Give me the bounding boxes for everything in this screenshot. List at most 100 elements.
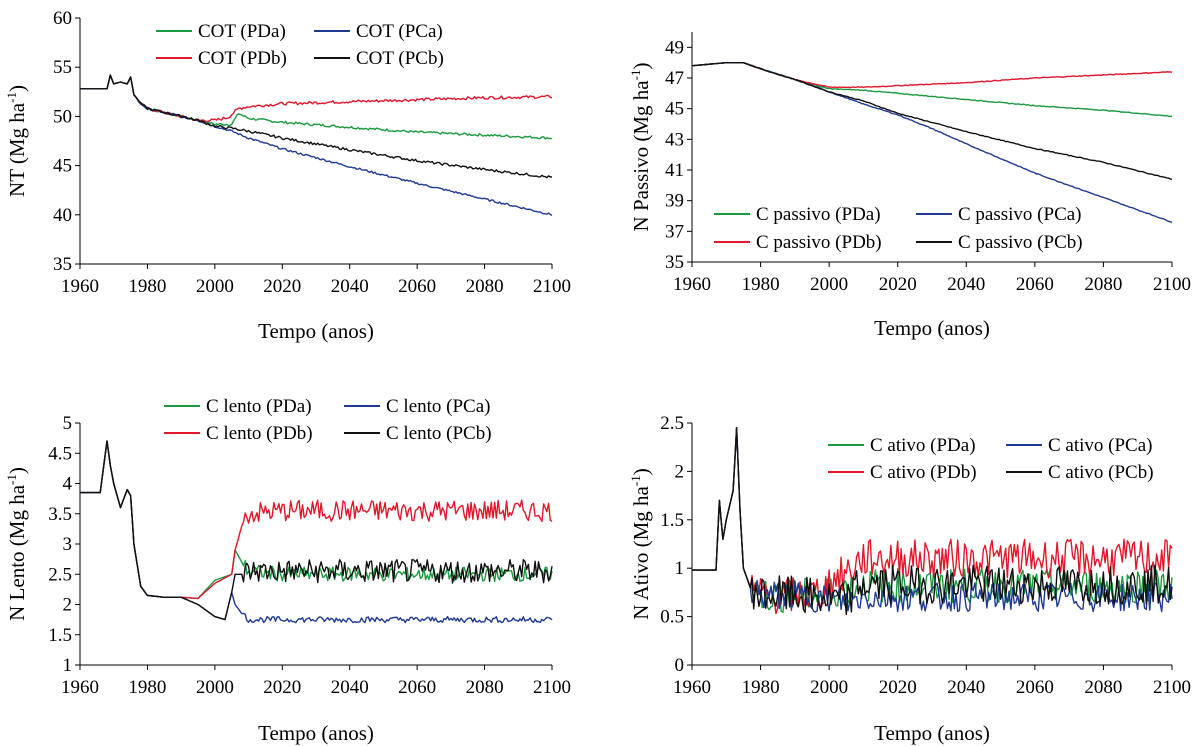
x-tick-label: 2040	[947, 274, 985, 295]
x-tick-label: 2020	[263, 677, 301, 698]
series-line-PCb	[80, 440, 553, 621]
chart-panel-4: 1960 1980 2000 2020 2040 2060 2080 2100 0 0.5 1 1.5…	[628, 413, 1191, 745]
y-axis-label: N Lento (Mg ha-1)	[4, 467, 29, 621]
series-line-PCa	[692, 427, 1173, 613]
chart-panel-3: 1960 1980 2000 2020 2040 2060 2080 2100 1 1.5 2 2.5…	[4, 396, 571, 745]
x-tick-label: 1960	[61, 276, 99, 297]
x-tick-label: 2040	[331, 677, 369, 698]
y-tick-label: 5	[63, 413, 73, 434]
legend-label-PDa: COT (PDa)	[198, 21, 286, 42]
x-tick-label: 2020	[879, 677, 917, 698]
x-tick-label: 2100	[1153, 274, 1191, 295]
legend: C lento (PDa) C lento (PCa) C lento (PDb) C…	[164, 396, 492, 444]
legend-label-PDa: C lento (PDa)	[206, 396, 312, 417]
y-axis-label: N Ativo (Mg ha-1)	[628, 468, 653, 619]
y-tick-label: 1.5	[48, 625, 72, 646]
y-tick-label: 41	[665, 160, 684, 181]
x-axis-label: Tempo (anos)	[258, 721, 374, 745]
x-tick-label: 2080	[1084, 274, 1122, 295]
x-tick-label: 1960	[61, 677, 99, 698]
series-line-PCb	[691, 62, 1173, 180]
x-tick-label: 2100	[533, 677, 571, 698]
y-axis-label-main: N Ativo (Mg ha	[629, 485, 653, 619]
y-axis-label-end: )	[5, 85, 29, 92]
y-tick-label: 50	[53, 106, 72, 127]
x-axis-label: Tempo (anos)	[874, 316, 990, 340]
y-tick-label: 45	[53, 156, 72, 177]
x-tick-label: 2080	[466, 276, 504, 297]
legend-label-PCa: COT (PCa)	[356, 21, 443, 42]
x-tick-label: 2000	[196, 677, 234, 698]
series-line-PDb	[80, 74, 553, 123]
series-line-PDa	[692, 427, 1173, 613]
legend-label-PDb: C lento (PDb)	[206, 423, 313, 444]
y-axis-label-sup: -1	[628, 475, 643, 486]
x-tick-label: 2100	[533, 276, 571, 297]
x-tick-label: 2060	[1016, 677, 1054, 698]
x-tick-label: 1980	[128, 276, 166, 297]
series-line-PDa	[80, 440, 553, 600]
series-line-PCb	[80, 74, 553, 179]
y-tick-label: 60	[53, 8, 72, 29]
y-axis-label-sup: -1	[4, 92, 19, 103]
series-line-PCa	[691, 62, 1173, 224]
legend: C ativo (PDa) C ativo (PCa) C ativo (PDb) C…	[828, 435, 1154, 483]
x-tick-label: 2000	[810, 677, 848, 698]
y-axis-label-end: )	[629, 63, 653, 70]
chart-panel-1: 1960 1980 2000 2020 2040 2060 2080 2100 35 40 45 50…	[4, 8, 571, 343]
x-tick-label: 1980	[742, 677, 780, 698]
y-tick-label: 45	[665, 99, 684, 120]
y-tick-label: 47	[665, 68, 684, 89]
x-axis-label: Tempo (anos)	[874, 721, 990, 745]
x-axis-label: Tempo (anos)	[258, 319, 374, 343]
chart-panel-2: 1960 1980 2000 2020 2040 2060 2080 2100 35 37 39 41…	[628, 32, 1191, 340]
y-axis-label-main: N Lento (Mg ha	[5, 484, 29, 621]
x-tick-label: 2080	[466, 677, 504, 698]
legend: C passivo (PDa) C passivo (PCa) C passivo …	[714, 204, 1083, 253]
legend: COT (PDa) COT (PCa) COT (PDb) COT (PCb)	[156, 21, 444, 69]
y-tick-label: 35	[53, 254, 72, 275]
y-axis-label-end: )	[629, 468, 653, 475]
x-tick-label: 1980	[128, 677, 166, 698]
legend-label-PCa: C passivo (PCa)	[958, 204, 1082, 225]
y-tick-label: 39	[665, 191, 684, 212]
y-tick-label: 2.5	[660, 413, 684, 434]
x-tick-label: 2020	[263, 276, 301, 297]
y-tick-label: 49	[665, 37, 684, 58]
legend-label-PDb: C passivo (PDb)	[756, 232, 882, 253]
series-line-PDa	[80, 74, 553, 140]
legend-label-PDa: C ativo (PDa)	[870, 435, 976, 456]
x-tick-label: 2040	[947, 677, 985, 698]
y-tick-label: 3.5	[48, 504, 72, 525]
y-tick-label: 4.5	[48, 443, 72, 464]
x-tick-label: 2060	[398, 677, 436, 698]
x-tick-label: 2100	[1153, 677, 1191, 698]
legend-label-PCb: C lento (PCb)	[386, 423, 492, 444]
y-tick-label: 1.5	[660, 510, 684, 531]
y-axis-label: N Passivo (Mg ha-1)	[628, 63, 653, 232]
y-tick-label: 2	[63, 595, 73, 616]
y-tick-label: 0	[675, 655, 685, 676]
y-axis-label-main: NT (Mg ha	[5, 102, 29, 197]
legend-label-PCb: C ativo (PCb)	[1048, 462, 1154, 483]
legend-label-PDb: COT (PDb)	[198, 48, 287, 69]
legend-label-PCa: C lento (PCa)	[386, 396, 491, 417]
legend-label-PCb: COT (PCb)	[356, 48, 444, 69]
x-tick-label: 1980	[742, 274, 780, 295]
series-line-PCb	[692, 427, 1173, 616]
series-line-PDa	[691, 62, 1173, 118]
y-tick-label: 40	[53, 205, 72, 226]
x-tick-label: 2080	[1084, 677, 1122, 698]
y-tick-label: 0.5	[660, 607, 684, 628]
series-line-PDb	[691, 62, 1173, 89]
y-tick-label: 2	[675, 461, 685, 482]
x-tick-label: 2000	[810, 274, 848, 295]
x-tick-label: 1960	[673, 274, 711, 295]
legend-label-PDb: C ativo (PDb)	[870, 462, 977, 483]
y-tick-label: 35	[665, 252, 684, 273]
y-tick-label: 2.5	[48, 564, 72, 585]
y-axis-label-sup: -1	[4, 474, 19, 485]
x-tick-label: 2040	[331, 276, 369, 297]
y-tick-label: 37	[665, 221, 684, 242]
